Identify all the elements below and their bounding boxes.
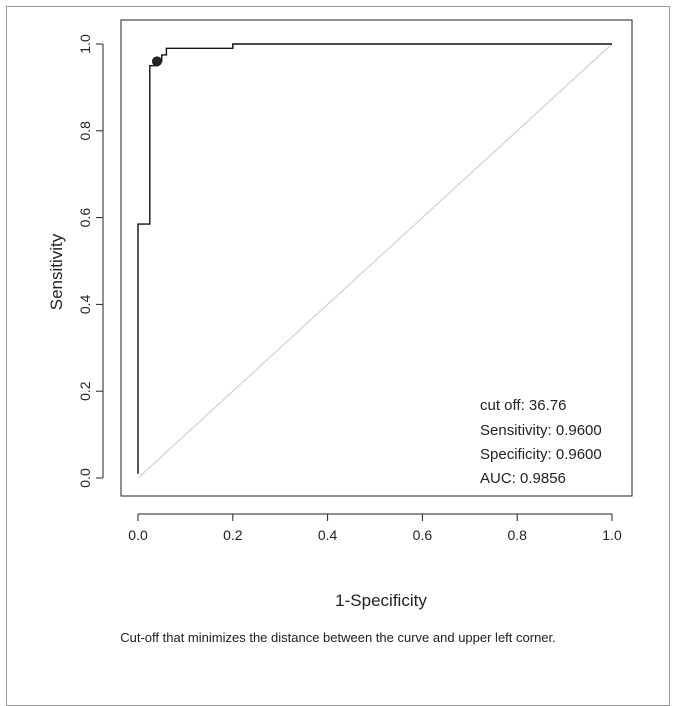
y-axis-title: Sensitivity — [47, 233, 66, 310]
plot-area-border — [120, 19, 633, 497]
x-axis-title: 1-Specificity — [335, 591, 427, 610]
diagonal-reference-line — [137, 43, 613, 479]
annotation-specificity: Specificity: 0.9600 — [480, 446, 602, 463]
y-tick-label: 0.0 — [77, 468, 93, 488]
y-tick-label: 1.0 — [77, 34, 93, 54]
optimal-cutoff-point — [151, 56, 162, 67]
annotation-auc: AUC: 0.9856 — [480, 470, 566, 487]
annotation-sensitivity: Sensitivity: 0.9600 — [480, 422, 602, 439]
x-tick-label: 0.2 — [223, 527, 243, 543]
y-tick-label: 0.4 — [77, 294, 93, 314]
y-tick-label: 0.2 — [77, 381, 93, 401]
x-tick-label: 1.0 — [602, 527, 622, 543]
x-tick-label: 0.6 — [413, 527, 433, 543]
y-axis: 0.0 0.2 0.4 0.6 0.8 1.0 — [77, 34, 104, 488]
roc-chart: 0.0 0.2 0.4 0.6 0.8 1.0 0.0 0.2 0.4 0.6 0.8 1.0 1-… — [47, 19, 633, 610]
y-tick-label: 0.8 — [77, 121, 93, 141]
figure-caption: Cut-off that minimizes the distance betw… — [120, 630, 556, 645]
y-tick-label: 0.6 — [77, 208, 93, 228]
x-tick-label: 0.8 — [507, 527, 527, 543]
x-axis: 0.0 0.2 0.4 0.6 0.8 1.0 — [128, 513, 622, 543]
x-tick-label: 0.4 — [318, 527, 338, 543]
x-tick-label: 0.0 — [128, 527, 148, 543]
annotation-cutoff: cut off: 36.76 — [480, 397, 566, 414]
